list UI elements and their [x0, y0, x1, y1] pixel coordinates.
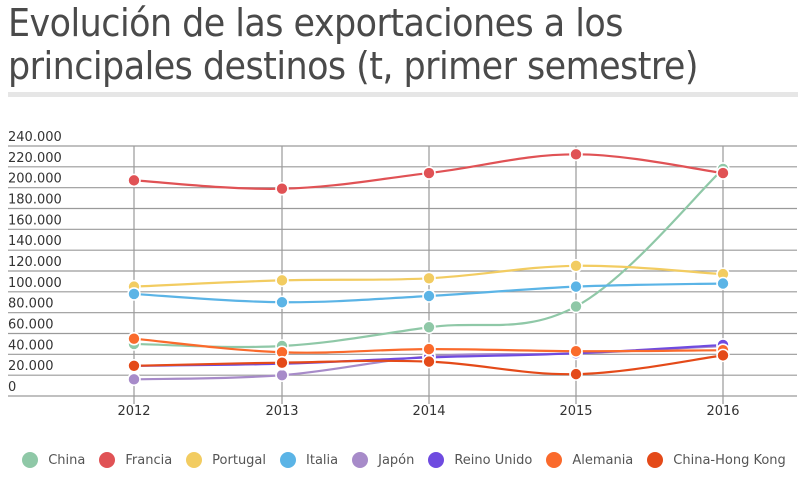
legend-swatch-icon [352, 452, 369, 468]
data-point-francia[interactable] [275, 181, 289, 196]
y-tick-label: 60.000 [8, 318, 54, 333]
x-tick-label: 2013 [265, 404, 298, 419]
y-tick-label: 220.000 [8, 151, 62, 166]
data-point-alemania[interactable] [422, 342, 436, 356]
data-point-china-hong-kong[interactable] [127, 358, 141, 373]
data-point-italia[interactable] [569, 279, 583, 294]
legend-swatch-icon [22, 452, 39, 468]
x-tick-label: 2016 [706, 404, 739, 419]
y-tick-label: 20.000 [8, 359, 54, 374]
data-point-china-hong-kong[interactable] [569, 367, 583, 381]
data-point-japon[interactable] [127, 372, 141, 387]
legend-swatch-icon [186, 452, 203, 468]
data-point-china[interactable] [422, 320, 436, 335]
legend-item-portugal[interactable]: Portugal [186, 452, 266, 468]
legend-label: Japón [378, 452, 415, 468]
title-divider [8, 92, 798, 97]
data-point-italia[interactable] [127, 287, 141, 301]
data-point-portugal[interactable] [569, 258, 583, 273]
legend-item-japon[interactable]: Japón [352, 452, 414, 468]
y-tick-label: 100.000 [8, 276, 62, 291]
data-point-alemania[interactable] [569, 344, 583, 359]
legend-label: China [48, 452, 86, 468]
data-point-francia[interactable] [127, 173, 141, 188]
data-point-portugal[interactable] [422, 271, 436, 286]
data-point-italia[interactable] [716, 276, 730, 291]
data-point-alemania[interactable] [127, 331, 141, 346]
y-tick-label: 80.000 [8, 297, 54, 312]
legend-item-reino-unido[interactable]: Reino Unido [428, 452, 532, 468]
legend-item-china-hong-kong[interactable]: China-Hong Kong [647, 452, 786, 468]
data-point-italia[interactable] [422, 289, 436, 303]
data-point-china[interactable] [569, 299, 583, 314]
legend-swatch-icon [647, 452, 664, 468]
y-axis: 0 20.000 40.000 60.000 80.000 100.000 120.000 1… [8, 130, 62, 395]
data-point-china-hong-kong[interactable] [716, 348, 730, 363]
data-point-portugal[interactable] [275, 273, 289, 288]
chart-title-line-1: Evolución de las exportaciones a los [8, 1, 623, 45]
legend-label: Reino Unido [454, 452, 533, 468]
y-tick-label: 180.000 [8, 193, 62, 208]
chart-title-line-2: principales destinos (t, primer semestre… [8, 44, 699, 88]
legend: China Francia Portugal Italia Japón Reino Uni… [0, 452, 808, 468]
data-point-francia[interactable] [716, 166, 730, 180]
legend-label: Francia [125, 452, 173, 468]
y-tick-label: 140.000 [8, 234, 62, 249]
legend-swatch-icon [280, 452, 297, 468]
data-point-francia[interactable] [422, 166, 436, 180]
grid [8, 145, 797, 404]
legend-label: Italia [306, 452, 339, 468]
y-tick-label: 40.000 [8, 338, 54, 353]
x-tick-label: 2014 [412, 404, 445, 419]
data-point-francia[interactable] [569, 147, 583, 162]
legend-swatch-icon [99, 452, 116, 468]
legend-item-china[interactable]: China [22, 452, 85, 468]
x-axis: 2012 2013 2014 2015 2016 [117, 404, 739, 419]
y-tick-label: 120.000 [8, 255, 62, 270]
y-tick-label: 240.000 [8, 130, 62, 145]
x-tick-label: 2015 [559, 404, 592, 419]
legend-item-alemania[interactable]: Alemania [546, 452, 633, 468]
x-tick-label: 2012 [117, 404, 150, 419]
data-point-japon[interactable] [275, 368, 289, 382]
legend-label: Alemania [572, 452, 634, 468]
chart-title: Evolución de las exportaciones a los pri… [8, 2, 735, 88]
legend-label: Portugal [212, 452, 267, 468]
data-point-china-hong-kong[interactable] [422, 354, 436, 369]
data-point-italia[interactable] [275, 295, 289, 310]
legend-item-italia[interactable]: Italia [280, 452, 338, 468]
y-tick-label: 0 [8, 380, 16, 395]
data-point-china-hong-kong[interactable] [275, 355, 289, 370]
legend-swatch-icon [546, 452, 563, 468]
legend-item-francia[interactable]: Francia [99, 452, 172, 468]
series-points [127, 147, 730, 387]
y-tick-label: 160.000 [8, 213, 62, 228]
legend-swatch-icon [428, 452, 445, 468]
y-tick-label: 200.000 [8, 172, 62, 187]
legend-label: China-Hong Kong [673, 452, 786, 468]
